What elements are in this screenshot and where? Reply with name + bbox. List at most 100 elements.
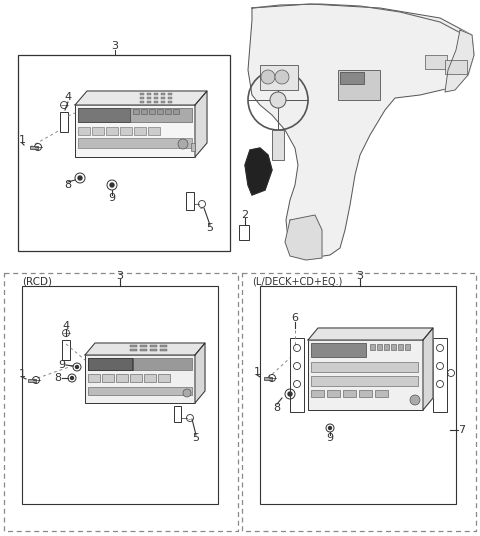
Bar bbox=[144, 374, 156, 382]
Text: 3: 3 bbox=[357, 271, 363, 281]
Bar bbox=[174, 406, 181, 422]
Bar bbox=[375, 390, 388, 397]
Bar bbox=[161, 93, 165, 95]
Bar bbox=[22, 286, 218, 504]
Bar bbox=[161, 101, 165, 103]
Bar bbox=[272, 130, 284, 160]
Bar bbox=[260, 286, 456, 504]
Text: (RCD): (RCD) bbox=[22, 277, 52, 287]
Bar bbox=[377, 344, 382, 350]
Bar bbox=[88, 374, 100, 382]
Bar bbox=[30, 145, 38, 148]
Bar bbox=[133, 109, 139, 114]
Bar bbox=[147, 93, 151, 95]
Bar bbox=[78, 127, 90, 135]
Bar bbox=[168, 97, 172, 99]
Bar bbox=[88, 358, 133, 370]
Circle shape bbox=[288, 392, 292, 396]
Text: 2: 2 bbox=[241, 210, 249, 220]
Circle shape bbox=[75, 366, 79, 369]
Bar bbox=[147, 97, 151, 99]
Text: 3: 3 bbox=[117, 271, 123, 281]
Polygon shape bbox=[423, 328, 433, 410]
Bar bbox=[140, 93, 144, 95]
Bar bbox=[88, 387, 192, 395]
Text: 9: 9 bbox=[59, 360, 66, 370]
Bar bbox=[168, 101, 172, 103]
Text: 9: 9 bbox=[108, 193, 116, 203]
Bar bbox=[62, 340, 70, 360]
Bar bbox=[147, 101, 151, 103]
Bar bbox=[130, 345, 137, 347]
Bar bbox=[161, 97, 165, 99]
Text: 5: 5 bbox=[192, 433, 200, 443]
Text: 1: 1 bbox=[19, 135, 25, 145]
Polygon shape bbox=[195, 91, 207, 157]
Bar bbox=[140, 349, 147, 351]
Text: 7: 7 bbox=[458, 425, 466, 435]
Bar bbox=[343, 390, 356, 397]
Bar bbox=[173, 109, 179, 114]
Circle shape bbox=[178, 139, 188, 149]
Circle shape bbox=[328, 427, 332, 429]
Text: 9: 9 bbox=[326, 433, 334, 443]
Bar bbox=[311, 362, 418, 372]
Bar bbox=[398, 344, 403, 350]
Bar bbox=[149, 109, 155, 114]
Circle shape bbox=[110, 183, 114, 187]
Bar bbox=[433, 338, 447, 412]
Bar bbox=[120, 127, 132, 135]
Text: (L/DECK+CD+EQ.): (L/DECK+CD+EQ.) bbox=[252, 277, 342, 287]
Text: 8: 8 bbox=[54, 373, 61, 383]
Text: 1: 1 bbox=[253, 367, 261, 377]
Bar bbox=[78, 108, 192, 122]
Bar bbox=[290, 338, 304, 412]
Polygon shape bbox=[85, 343, 205, 355]
Bar bbox=[160, 349, 167, 351]
Bar bbox=[242, 273, 476, 531]
Bar bbox=[168, 93, 172, 95]
Polygon shape bbox=[75, 91, 207, 105]
Bar bbox=[370, 344, 375, 350]
Bar bbox=[148, 127, 160, 135]
Text: 8: 8 bbox=[274, 403, 281, 413]
Bar bbox=[384, 344, 389, 350]
Circle shape bbox=[71, 376, 73, 379]
Text: 4: 4 bbox=[62, 321, 70, 331]
Text: 1: 1 bbox=[19, 369, 25, 379]
Polygon shape bbox=[248, 4, 474, 258]
Text: 3: 3 bbox=[111, 41, 119, 51]
Bar bbox=[130, 374, 142, 382]
Bar bbox=[116, 374, 128, 382]
Bar bbox=[191, 143, 195, 151]
Bar bbox=[88, 358, 192, 370]
Bar bbox=[85, 355, 195, 403]
Bar bbox=[308, 340, 423, 410]
Bar bbox=[154, 93, 158, 95]
Bar bbox=[158, 374, 170, 382]
Bar bbox=[157, 109, 163, 114]
Bar bbox=[140, 97, 144, 99]
Bar bbox=[154, 101, 158, 103]
Bar bbox=[260, 65, 298, 90]
Polygon shape bbox=[245, 148, 272, 195]
Circle shape bbox=[410, 395, 420, 405]
Bar bbox=[160, 345, 167, 347]
Circle shape bbox=[78, 176, 82, 180]
Bar bbox=[391, 344, 396, 350]
Bar bbox=[311, 343, 366, 357]
Text: 8: 8 bbox=[64, 180, 72, 190]
Bar bbox=[239, 225, 249, 240]
Bar bbox=[18, 55, 230, 251]
Text: 4: 4 bbox=[64, 92, 72, 102]
Bar bbox=[405, 344, 410, 350]
Bar bbox=[150, 345, 157, 347]
Bar bbox=[311, 390, 324, 397]
Bar bbox=[130, 349, 137, 351]
Bar bbox=[359, 390, 372, 397]
Bar bbox=[425, 55, 447, 69]
Bar bbox=[140, 101, 144, 103]
Bar bbox=[141, 109, 147, 114]
Bar bbox=[102, 374, 114, 382]
Bar bbox=[165, 109, 171, 114]
